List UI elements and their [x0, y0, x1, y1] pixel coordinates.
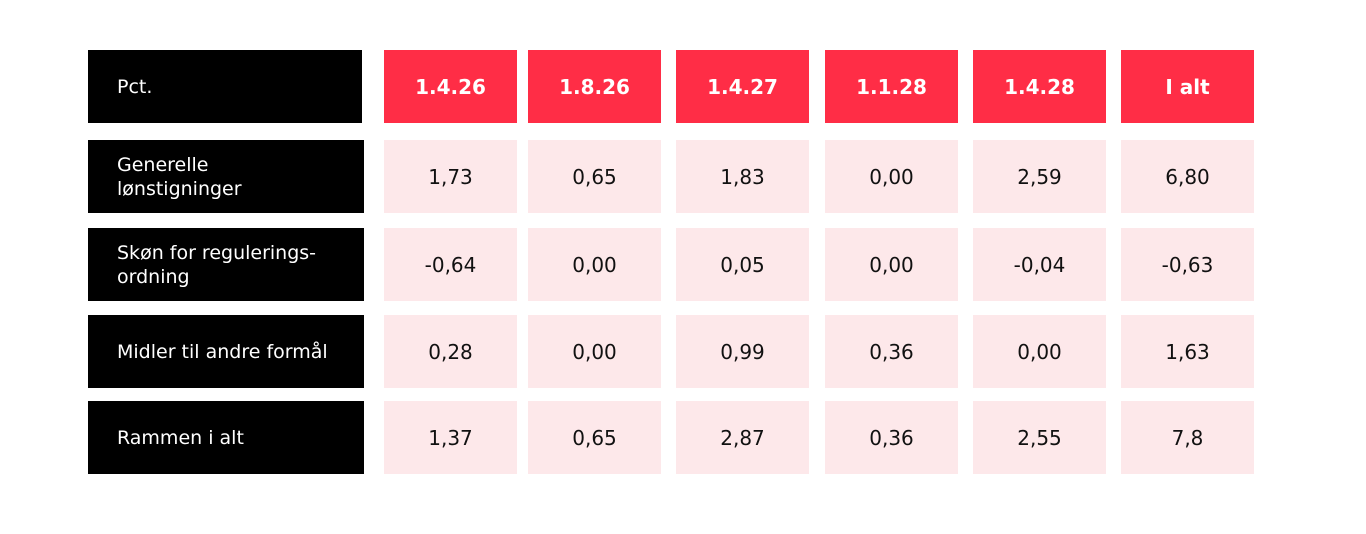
column-header: 1.8.26	[528, 50, 661, 123]
value-cell: 1,83	[676, 140, 809, 213]
row-label: Generelle lønstigninger	[88, 140, 364, 213]
value-cell: 0,05	[676, 228, 809, 301]
value-cell: 0,00	[825, 228, 958, 301]
value-cell: 0,00	[825, 140, 958, 213]
value-cell-text: 0,05	[720, 252, 765, 277]
value-cell-text: 1,73	[428, 164, 473, 189]
value-cell: 1,73	[384, 140, 517, 213]
value-cell-text: 1,83	[720, 164, 765, 189]
column-header: 1.4.26	[384, 50, 517, 123]
row-label: Rammen i alt	[88, 401, 364, 474]
column-header-text: 1.4.27	[707, 74, 778, 99]
value-cell-text: -0,63	[1161, 252, 1214, 277]
column-header-text: 1.8.26	[559, 74, 630, 99]
value-cell-text: -0,04	[1013, 252, 1066, 277]
corner-header: Pct.	[88, 50, 362, 123]
value-cell-text: 6,80	[1165, 164, 1210, 189]
value-cell: 2,87	[676, 401, 809, 474]
value-cell-text: 2,59	[1017, 164, 1062, 189]
column-header: 1.4.28	[973, 50, 1106, 123]
value-cell-text: 0,00	[869, 252, 914, 277]
value-cell-text: 1,63	[1165, 339, 1210, 364]
column-header-text: 1.4.28	[1004, 74, 1075, 99]
value-cell: 6,80	[1121, 140, 1254, 213]
value-cell-text: 1,37	[428, 425, 473, 450]
value-cell-text: 7,8	[1171, 425, 1204, 450]
value-cell-text: 0,65	[572, 164, 617, 189]
value-cell-text: 0,65	[572, 425, 617, 450]
value-cell: -0,63	[1121, 228, 1254, 301]
value-cell-text: 0,00	[1017, 339, 1062, 364]
row-label: Midler til andre formål	[88, 315, 364, 388]
value-cell: 0,99	[676, 315, 809, 388]
value-cell: 0,36	[825, 401, 958, 474]
value-cell-text: 0,36	[869, 339, 914, 364]
value-cell-text: 2,87	[720, 425, 765, 450]
row-label: Skøn for regulerings-ordning	[88, 228, 364, 301]
value-cell: 0,00	[973, 315, 1106, 388]
value-cell-text: 0,00	[572, 252, 617, 277]
value-cell: 7,8	[1121, 401, 1254, 474]
column-header-text: 1.4.26	[415, 74, 486, 99]
value-cell: 1,63	[1121, 315, 1254, 388]
column-header: I alt	[1121, 50, 1254, 123]
value-cell-text: 0,00	[572, 339, 617, 364]
value-cell-text: 0,00	[869, 164, 914, 189]
column-header: 1.1.28	[825, 50, 958, 123]
row-label-text: Generelle lønstigninger	[117, 153, 242, 200]
row-label-text: Skøn for regulerings-ordning	[117, 241, 317, 288]
column-header: 1.4.27	[676, 50, 809, 123]
column-header-text: I alt	[1165, 74, 1210, 99]
value-cell-text: 0,99	[720, 339, 765, 364]
value-cell: 2,59	[973, 140, 1106, 213]
value-cell-text: 0,36	[869, 425, 914, 450]
value-cell-text: -0,64	[424, 252, 477, 277]
column-header-text: 1.1.28	[856, 74, 927, 99]
value-cell-text: 0,28	[428, 339, 473, 364]
value-cell: 0,00	[528, 315, 661, 388]
value-cell: 0,65	[528, 401, 661, 474]
value-cell: -0,04	[973, 228, 1106, 301]
row-label-text: Rammen i alt	[117, 426, 244, 449]
value-cell: -0,64	[384, 228, 517, 301]
value-cell-text: 2,55	[1017, 425, 1062, 450]
value-cell: 0,65	[528, 140, 661, 213]
value-cell: 0,00	[528, 228, 661, 301]
corner-header-text: Pct.	[117, 75, 153, 98]
value-cell: 2,55	[973, 401, 1106, 474]
value-cell: 0,36	[825, 315, 958, 388]
row-label-text: Midler til andre formål	[117, 340, 328, 363]
value-cell: 1,37	[384, 401, 517, 474]
value-cell: 0,28	[384, 315, 517, 388]
